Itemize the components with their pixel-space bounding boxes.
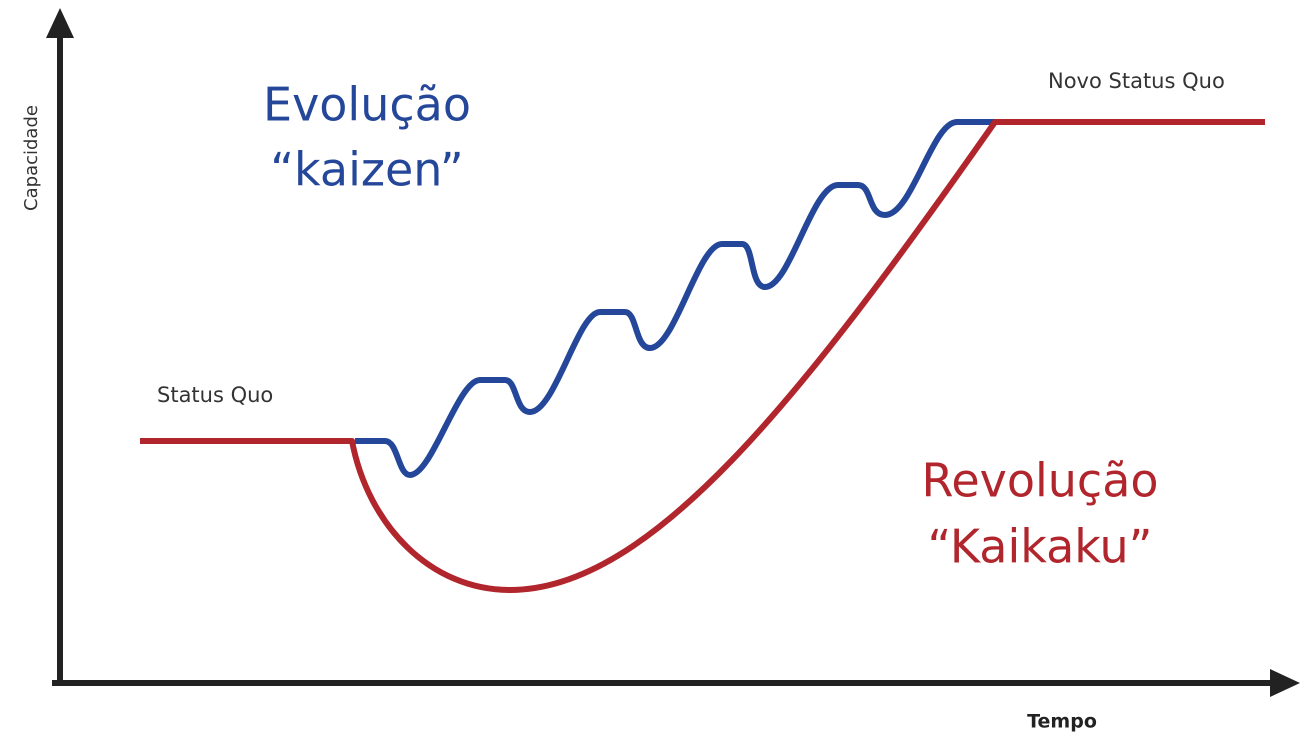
x-axis-arrow [1270,669,1300,697]
revolution-subtitle: “Kaikaku” [928,520,1153,574]
new-status-quo-label: Novo Status Quo [1048,69,1225,93]
x-axis-label: Tempo [1027,711,1097,733]
status-quo-label: Status Quo [157,383,273,407]
evolution-title: Evolução [263,78,471,132]
evolution-subtitle: “kaizen” [270,143,464,197]
revolution-title: Revolução [921,454,1158,508]
y-axis-label: Capacidade [21,105,42,211]
revolution-curve [140,119,1265,593]
y-axis-arrow [46,8,74,38]
evolution-curve [355,119,995,478]
